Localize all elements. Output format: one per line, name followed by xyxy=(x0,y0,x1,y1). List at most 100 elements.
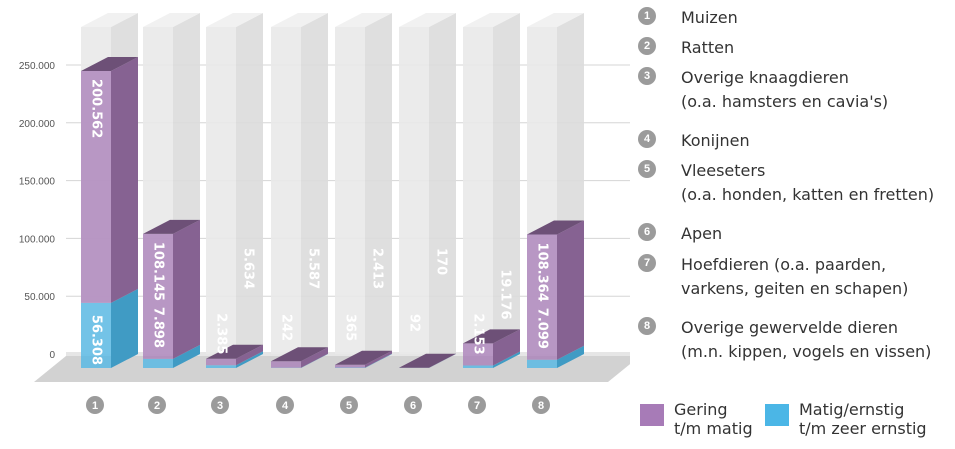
series-label-gering: Gering t/m matig xyxy=(674,400,753,438)
data-label-matig: 7.898 xyxy=(151,307,166,348)
data-label-gering: 19.176 xyxy=(498,269,513,319)
legend-item-3: 3 Overige knaagdieren (o.a. hamsters en ca… xyxy=(638,66,888,114)
category-badge xyxy=(532,396,550,414)
series-swatch-gering xyxy=(640,404,664,426)
column-glass-front xyxy=(206,27,236,354)
bar-segment-gering xyxy=(527,234,557,360)
column-glass-top xyxy=(271,13,328,27)
data-label-matig: 365 xyxy=(343,314,358,341)
bar-segment-gering xyxy=(143,233,173,359)
legend-item-1: 1 Muizen xyxy=(638,6,738,30)
legend-label: Hoefdieren (o.a. paarden, varkens, geiten… xyxy=(681,255,909,298)
bar-top-gering xyxy=(335,350,392,365)
data-label-gering: 5.634 xyxy=(241,248,256,289)
y-tick-label: 50.000 xyxy=(24,292,55,303)
data-label-matig: 2.385 xyxy=(214,313,229,354)
data-label-gering: 5.587 xyxy=(306,248,321,289)
data-label-gering: 2.413 xyxy=(370,248,385,289)
series-swatch-matig xyxy=(765,404,789,426)
bar-segment-matig xyxy=(81,302,111,368)
bar-side-gering xyxy=(301,347,328,368)
data-label-matig: 92 xyxy=(407,314,422,332)
column-glass-side xyxy=(236,13,263,368)
data-label-gering: 108.364 xyxy=(535,243,550,302)
bar-side-gering xyxy=(173,219,200,359)
legend-label: Apen xyxy=(681,224,723,243)
category-label: 4 xyxy=(282,400,289,412)
bar-top-gering xyxy=(206,344,263,359)
column-glass-side xyxy=(429,13,456,368)
column-glass-top xyxy=(527,13,584,27)
bar-top-gering xyxy=(81,57,138,72)
category-badge xyxy=(468,396,486,414)
legend-label: Vleeseters (o.a. honden, katten en frette… xyxy=(681,161,935,204)
column-glass-top xyxy=(143,13,200,27)
legend-number-badge: 7 xyxy=(638,254,656,272)
column-glass-front xyxy=(463,27,493,354)
data-label-matig: 2.153 xyxy=(471,314,486,355)
series-legend: Gering t/m matig Matig/ernstig t/m zeer er… xyxy=(640,400,955,449)
bar-segment-matig xyxy=(206,365,236,368)
legend-item-7: 7 Hoefdieren (o.a. paarden, varkens, geite… xyxy=(638,253,908,301)
bar-side-matig xyxy=(557,345,584,368)
bar-top-gering xyxy=(143,219,200,234)
column-glass-side xyxy=(365,13,392,368)
data-label-gering: 170 xyxy=(434,248,449,275)
bar-side-matig xyxy=(173,344,200,368)
category-label: 7 xyxy=(474,400,480,412)
legend-number-badge: 5 xyxy=(638,160,656,178)
series-label-matig: Matig/ernstig t/m zeer ernstig xyxy=(799,400,927,438)
bar-top-gering xyxy=(399,353,456,368)
data-label-matig: 7.099 xyxy=(535,308,550,349)
category-label: 2 xyxy=(154,400,160,412)
y-tick-label: 100.000 xyxy=(19,234,56,245)
bar-side-matig xyxy=(365,353,392,368)
bar-segment-gering xyxy=(463,343,493,366)
data-label-gering: 200.562 xyxy=(89,79,104,138)
column-glass-side xyxy=(493,13,520,368)
column-glass-side xyxy=(301,13,328,368)
bar-side-matig xyxy=(493,351,520,368)
bar-side-matig xyxy=(236,351,263,368)
column-glass-top xyxy=(335,13,392,27)
bar-segment-matig xyxy=(527,359,557,368)
bar-side-matig xyxy=(111,288,138,368)
bar-side-gering xyxy=(429,353,456,368)
category-badge xyxy=(86,396,104,414)
column-glass-front xyxy=(271,27,301,354)
bar-segment-matig xyxy=(463,365,493,368)
legend-number-badge: 8 xyxy=(638,317,656,335)
legend-item-8: 8 Overige gewervelde dieren (m.n. kippen, … xyxy=(638,316,931,364)
legend-label: Muizen xyxy=(681,8,738,27)
bar-side-gering xyxy=(111,57,138,303)
bar-side-gering xyxy=(493,329,520,366)
chart: 0 50.000 100.000 150.000 200.000 250.000 56.30… xyxy=(19,13,630,414)
legend-number-badge: 6 xyxy=(638,223,656,241)
category-label: 6 xyxy=(410,400,416,412)
bar-side-matig xyxy=(301,353,328,368)
column-glass-top xyxy=(206,13,263,27)
bar-top-gering xyxy=(463,329,520,344)
legend-item-4: 4 Konijnen xyxy=(638,129,750,153)
legend-item-6: 6 Apen xyxy=(638,222,722,246)
legend-label: Overige gewervelde dieren (m.n. kippen, v… xyxy=(681,318,932,361)
category-badge xyxy=(276,396,294,414)
column-glass-top xyxy=(463,13,520,27)
data-label-matig: 242 xyxy=(279,314,294,341)
column-glass-top xyxy=(81,13,138,27)
bar-segment-gering xyxy=(271,361,301,368)
bar-top-gering xyxy=(527,220,584,235)
legend-label: Konijnen xyxy=(681,131,750,150)
legend-item-5: 5 Vleeseters (o.a. honden, katten en frett… xyxy=(638,159,934,207)
y-tick-label: 200.000 xyxy=(19,119,56,130)
bar-segment-gering xyxy=(335,364,365,368)
y-tick-label: 150.000 xyxy=(19,177,56,188)
data-label-gering: 108.145 xyxy=(151,242,166,301)
bar-segment-gering xyxy=(81,71,111,303)
bar-side-matig xyxy=(429,353,456,368)
category-label: 3 xyxy=(217,400,223,412)
legend-number-badge: 1 xyxy=(638,7,656,25)
legend-number-badge: 3 xyxy=(638,67,656,85)
category-label: 5 xyxy=(346,400,352,412)
column-glass-top xyxy=(399,13,456,27)
